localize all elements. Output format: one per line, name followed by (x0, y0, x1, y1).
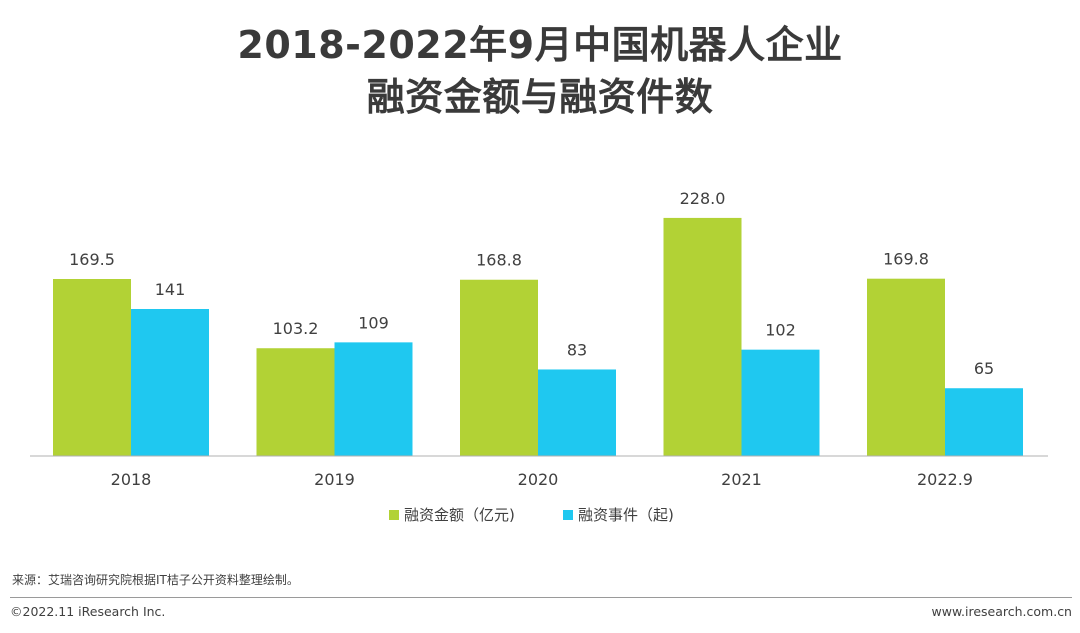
bar-events-2018 (131, 309, 209, 456)
legend-swatch-events (563, 510, 573, 520)
data-label-events-2020: 83 (567, 340, 587, 359)
bar-events-2022.9 (945, 388, 1023, 456)
x-tick-label-2022.9: 2022.9 (917, 470, 973, 489)
data-label-amount-2020: 168.8 (476, 251, 522, 270)
copyright-text: ©2022.11 iResearch Inc. (10, 604, 166, 619)
bar-amount-2020 (460, 279, 538, 456)
data-label-amount-2021: 228.0 (680, 189, 726, 208)
legend-label-events: 融资事件（起) (578, 506, 674, 524)
bar-events-2019 (334, 342, 413, 456)
x-tick-label-2021: 2021 (721, 470, 762, 489)
x-tick-label-2019: 2019 (314, 470, 355, 489)
x-tick-label-2018: 2018 (111, 470, 152, 489)
legend-label-amount: 融资金额（亿元) (404, 506, 515, 524)
chart-title-line-2: 融资金额与融资件数 (366, 75, 714, 119)
data-label-events-2021: 102 (765, 321, 796, 340)
chart-title-line-1: 2018-2022年9月中国机器人企业 (237, 23, 843, 67)
footer-divider (10, 597, 1072, 598)
data-label-amount-2018: 169.5 (69, 250, 115, 269)
bar-chart: 169.5 141 2018 103.2 109 2019 168.8 83 2020 228.0… (30, 189, 1048, 524)
data-label-events-2022.9: 65 (974, 359, 994, 378)
data-label-amount-2022.9: 169.8 (883, 250, 929, 269)
legend-swatch-amount (389, 510, 399, 520)
data-label-events-2019: 109 (358, 313, 389, 332)
data-label-events-2018: 141 (155, 280, 186, 299)
source-note: 来源：艾瑞咨询研究院根据IT桔子公开资料整理绘制。 (12, 573, 299, 587)
bar-amount-2018 (53, 279, 131, 456)
bar-amount-2022.9 (867, 278, 945, 456)
website-link[interactable]: www.iresearch.com.cn (931, 604, 1073, 619)
bar-amount-2021 (663, 217, 742, 456)
x-tick-label-2020: 2020 (518, 470, 559, 489)
bar-events-2020 (538, 369, 616, 456)
bar-amount-2019 (256, 348, 335, 456)
bar-events-2021 (741, 349, 820, 456)
data-label-amount-2019: 103.2 (273, 319, 319, 338)
